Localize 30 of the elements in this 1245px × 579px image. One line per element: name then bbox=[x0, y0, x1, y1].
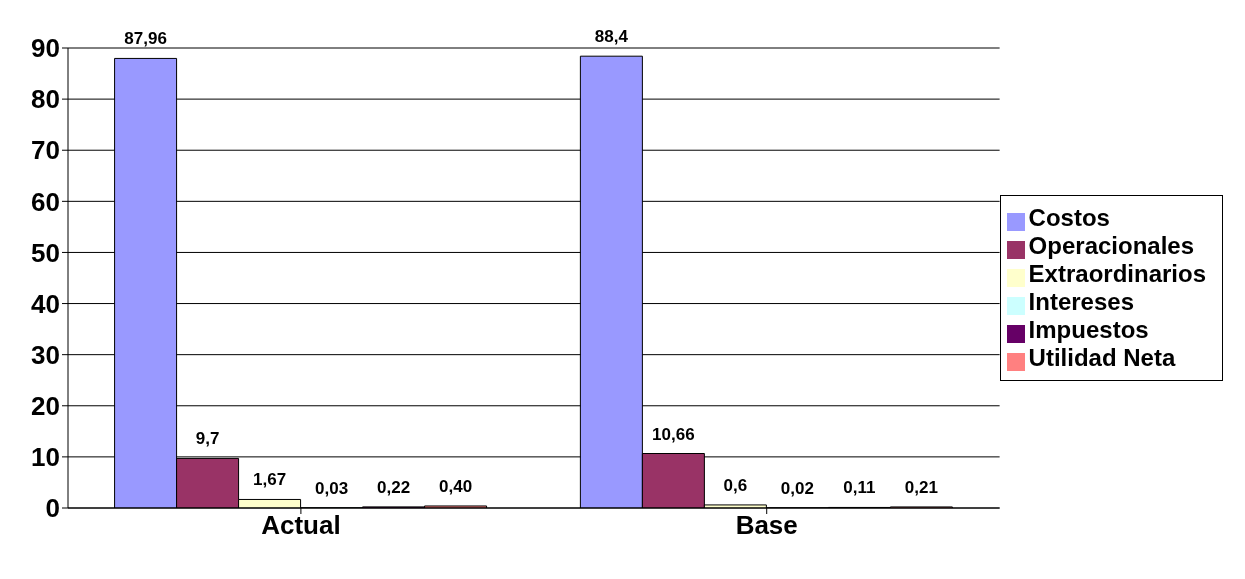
legend-label: Utilidad Neta bbox=[1028, 344, 1176, 371]
legend-label: Impuestos bbox=[1028, 316, 1149, 343]
y-tick-label: 90 bbox=[31, 33, 60, 64]
data-label: 10,66 bbox=[652, 424, 695, 444]
data-label: 0,02 bbox=[780, 478, 814, 498]
y-tick-label: 80 bbox=[31, 84, 60, 115]
data-label: 0,11 bbox=[843, 478, 876, 498]
legend-label: Costos bbox=[1028, 204, 1110, 231]
y-tick-label: 50 bbox=[31, 237, 60, 268]
y-tick-label: 40 bbox=[31, 288, 60, 319]
y-tick-label: 30 bbox=[31, 339, 60, 370]
data-label: 0,6 bbox=[723, 475, 748, 495]
x-tick-label: Base bbox=[735, 510, 798, 541]
y-tick-label: 0 bbox=[45, 493, 60, 524]
y-tick-label: 60 bbox=[31, 186, 60, 217]
data-label: 0,03 bbox=[315, 478, 349, 498]
legend-label: Intereses bbox=[1028, 288, 1135, 315]
data-label: 88,4 bbox=[594, 27, 629, 47]
y-tick-label: 20 bbox=[31, 391, 60, 422]
data-label: 0,40 bbox=[439, 476, 473, 496]
x-tick-label: Actual bbox=[261, 510, 341, 541]
legend-label: Extraordinarios bbox=[1028, 260, 1206, 287]
data-label: 9,7 bbox=[195, 429, 220, 449]
legend-label: Operacionales bbox=[1028, 232, 1195, 259]
data-label: 1,67 bbox=[253, 470, 287, 490]
data-label: 0,21 bbox=[904, 477, 938, 497]
y-tick-label: 70 bbox=[31, 135, 60, 166]
data-label: 0,22 bbox=[377, 477, 411, 497]
data-label: 87,96 bbox=[124, 29, 167, 49]
y-tick-label: 10 bbox=[31, 442, 60, 473]
